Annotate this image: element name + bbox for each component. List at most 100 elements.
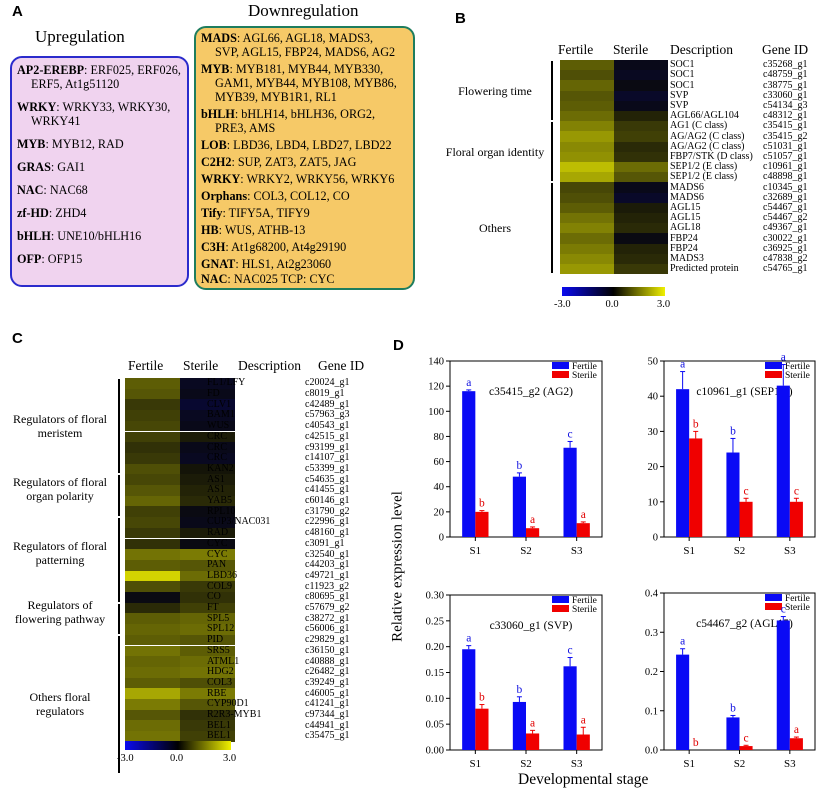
down-line: NAC: NAC025 TCP: CYC <box>201 272 413 286</box>
gene-id: c11923_g2 <box>305 580 350 592</box>
gene-id: c54635_g1 <box>305 473 350 485</box>
bar-fertile <box>512 476 526 537</box>
down-family: WRKY <box>201 172 241 186</box>
gene-id: c38272_g1 <box>305 612 350 624</box>
significance-letter: c <box>743 732 748 744</box>
gene-description: FBP7/STK (D class) <box>670 150 753 162</box>
gene-id: c97344_g1 <box>305 709 350 721</box>
gene-description: AS1 <box>207 473 225 485</box>
gene-description: CLV1 <box>207 398 232 410</box>
gene-id: c38775_g1 <box>763 79 808 91</box>
c-header-sterile: Sterile <box>183 358 219 373</box>
gene-description: SOC1 <box>670 59 695 71</box>
colorscale-tick-mid: 0.0 <box>170 753 184 764</box>
heatmap-cell-fertile <box>560 213 614 224</box>
legend-label-sterile: Sterile <box>572 605 597 615</box>
heatmap-cell-sterile <box>180 506 235 518</box>
significance-letter: c <box>794 485 799 497</box>
gene-id: c39249_g1 <box>305 676 350 688</box>
gene-description: AGL15 <box>670 201 701 213</box>
down-genes: PRE3, AMS <box>215 121 276 135</box>
y-tick-label: 0 <box>439 533 444 544</box>
gene-description: FT <box>207 602 219 614</box>
group-label: Regulators of floral meristem <box>13 412 107 441</box>
gene-id: c47838_g2 <box>763 252 808 264</box>
significance-letter: b <box>693 418 699 430</box>
heatmap-cell-fertile <box>125 731 180 742</box>
heatmap-cell-fertile <box>125 474 180 485</box>
heatmap-cell-fertile <box>560 253 614 264</box>
bar-fertile <box>563 447 577 537</box>
chart-title: c33060_g1 (SVP) <box>490 620 573 632</box>
gene-id: c32689_g1 <box>763 191 808 203</box>
x-tick-label: S1 <box>470 545 482 557</box>
heatmap-cell-sterile <box>614 253 668 264</box>
heatmap-cell-fertile <box>125 442 180 453</box>
down-genes: : TIFY5A, TIFY9 <box>222 206 310 220</box>
y-tick-label: 80 <box>434 432 445 443</box>
gene-description: BAM1 <box>207 409 235 421</box>
gene-description: RAD <box>207 527 229 539</box>
significance-letter: a <box>680 636 685 648</box>
y-tick-label: 120 <box>428 382 444 393</box>
heatmap-cell-fertile <box>125 570 180 582</box>
upregulation-title: Upregulation <box>35 27 125 46</box>
gene-id: c51031_g1 <box>763 140 808 152</box>
gene-id: c30022_g1 <box>763 232 808 244</box>
up-line: zf-HD: ZHD4 <box>17 206 187 220</box>
legend-label-fertile: Fertile <box>785 362 810 372</box>
heatmap-cell-sterile <box>614 213 668 224</box>
up-family: bHLH <box>17 229 51 243</box>
b-header-fertile: Fertile <box>558 42 594 57</box>
significance-letter: a <box>530 717 535 729</box>
gene-description: AGL18 <box>670 222 701 234</box>
down-line: GAM1, MYB44, MYB108, MYB86, <box>201 76 413 90</box>
heatmap-cell-fertile <box>125 666 180 678</box>
gene-description: HDG2 <box>207 666 234 678</box>
gene-id: c35415_g2 <box>763 130 808 142</box>
gene-id: c22996_g1 <box>305 516 350 528</box>
bar-fertile <box>776 385 790 537</box>
colorscale-tick-min: -3.0 <box>117 753 134 764</box>
colorscale-bar <box>125 741 231 750</box>
group-label: Regulators of flowering pathway <box>14 597 106 626</box>
heatmap-cell-fertile <box>125 720 180 732</box>
y-tick-label: 0.05 <box>426 720 444 731</box>
heatmap-cell-fertile <box>560 162 614 173</box>
down-genes: : bHLH14, bHLH36, ORG2, <box>234 107 376 121</box>
heatmap-cell-sterile <box>180 634 235 646</box>
y-tick-label: 0.15 <box>426 668 444 679</box>
down-family: HB <box>201 223 219 237</box>
significance-letter: b <box>730 702 736 714</box>
significance-letter: c <box>568 645 573 657</box>
heatmap-cell-sterile <box>180 549 235 560</box>
down-line: C3H: At1g68200, At4g29190 <box>201 240 413 254</box>
significance-letter: b <box>517 684 523 696</box>
heatmap-cell-fertile <box>560 141 614 152</box>
significance-letter: b <box>730 425 736 437</box>
heatmap-cell-fertile <box>560 264 614 275</box>
gene-description: COL9 <box>207 580 232 592</box>
heatmap-cell-sterile <box>614 202 668 213</box>
gene-id: c54467_g2 <box>763 212 808 224</box>
heatmap-cell-fertile <box>125 549 180 560</box>
bar-sterile <box>475 511 489 537</box>
heatmap-cell-fertile <box>125 602 180 614</box>
gene-id: c29829_g1 <box>305 634 350 646</box>
heatmap-cell-fertile <box>125 688 180 699</box>
gene-id: c35475_g1 <box>305 730 350 742</box>
heatmap-cell-fertile <box>560 80 614 91</box>
gene-description: CUP3/NAC031 <box>207 516 271 528</box>
bar-sterile <box>739 501 753 537</box>
gene-id: c36925_g1 <box>763 242 808 254</box>
heatmap-cell-fertile <box>560 202 614 213</box>
heatmap-cell-fertile <box>125 699 180 710</box>
gene-description: RBE <box>207 687 227 699</box>
up-line: WRKY41 <box>17 114 187 128</box>
gene-id: c60146_g1 <box>305 495 350 507</box>
heatmap-cell-sterile <box>614 233 668 244</box>
heatmap-cell-fertile <box>125 592 180 603</box>
heatmap-cell-fertile <box>125 634 180 646</box>
heatmap-cell-fertile <box>560 111 614 122</box>
